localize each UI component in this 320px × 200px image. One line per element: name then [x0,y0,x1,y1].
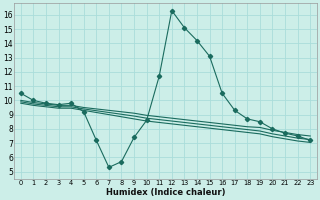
X-axis label: Humidex (Indice chaleur): Humidex (Indice chaleur) [106,188,225,197]
